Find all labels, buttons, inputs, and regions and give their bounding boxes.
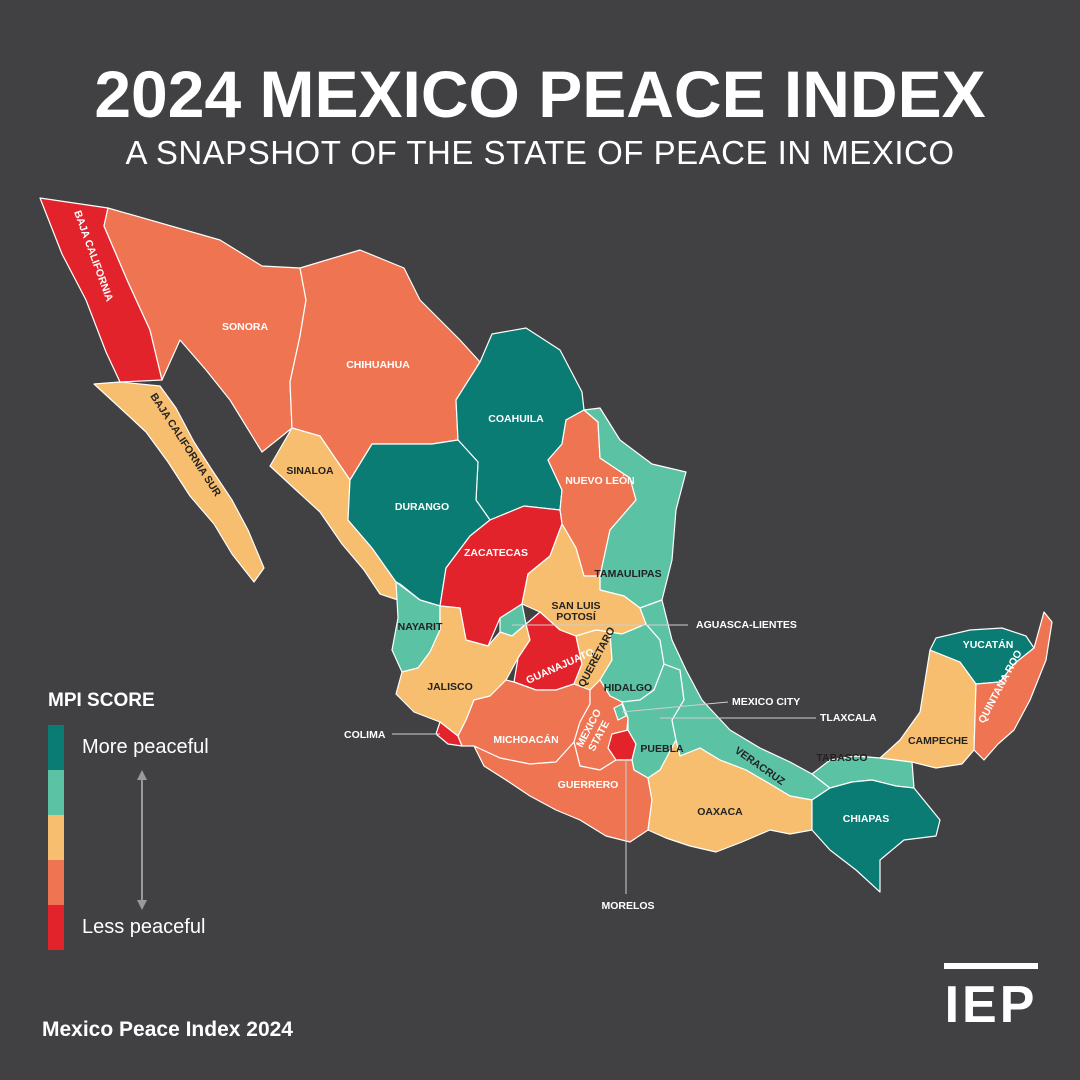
label-durango: DURANGO <box>395 501 449 513</box>
legend-swatch-level-3 <box>48 815 64 860</box>
label-oaxaca: OAXACA <box>697 806 743 818</box>
state-chiapas[interactable] <box>811 779 941 893</box>
label-nayarit: NAYARIT <box>398 621 443 633</box>
label-coahuila: COAHUILA <box>488 413 544 425</box>
label-hidalgo: HIDALGO <box>604 682 652 694</box>
label-chihuahua: CHIHUAHUA <box>346 359 410 371</box>
label-campeche: CAMPECHE <box>908 735 968 747</box>
label-tabasco: TABASCO <box>816 752 867 764</box>
legend-swatch-level-1 <box>48 725 64 770</box>
logo-text: IEP <box>944 976 1038 1034</box>
label-morelos: MORELOS <box>601 900 654 912</box>
legend-title: MPI SCORE <box>48 690 155 711</box>
label-sinaloa: SINALOA <box>286 465 334 477</box>
footer-caption: Mexico Peace Index 2024 <box>42 1018 293 1041</box>
state-campeche[interactable] <box>879 649 977 769</box>
label-yucatan: YUCATÁN <box>963 638 1014 651</box>
label-mexico-city: MEXICO CITY <box>732 696 800 708</box>
label-guerrero: GUERRERO <box>558 779 619 791</box>
legend-less-peaceful-label: Less peaceful <box>82 916 206 938</box>
double-arrow-icon <box>137 770 147 910</box>
label-colima: COLIMA <box>344 729 386 741</box>
state-sonora[interactable] <box>103 207 307 453</box>
state-colima[interactable] <box>435 721 463 747</box>
logo-bar <box>944 963 1038 969</box>
label-puebla: PUEBLA <box>640 743 684 755</box>
legend-swatch-level-2 <box>48 770 64 815</box>
label-jalisco: JALISCO <box>427 681 473 693</box>
label-nuevo-leon: NUEVO LEÓN <box>565 474 634 487</box>
legend-swatch-level-5 <box>48 905 64 950</box>
state-mexico-city[interactable] <box>613 703 627 721</box>
iep-logo: IEP <box>944 963 1038 1039</box>
callout-mexico-city <box>621 701 729 713</box>
label-chiapas: CHIAPAS <box>843 813 889 825</box>
state-baja-california-sur[interactable] <box>93 381 265 583</box>
label-zacatecas: ZACATECAS <box>464 547 528 559</box>
page-title: 2024 MEXICO PEACE INDEX <box>94 57 986 131</box>
label-tamaulipas: TAMAULIPAS <box>594 568 661 580</box>
label-tlaxcala: TLAXCALA <box>820 712 877 724</box>
label-aguascalientes: AGUASCA-LIENTES <box>696 619 797 631</box>
label-michoacan: MICHOACÁN <box>493 733 558 746</box>
label-san-luis-potosi-2: POTOSÍ <box>556 610 597 623</box>
page-subtitle: A SNAPSHOT OF THE STATE OF PEACE IN MEXI… <box>125 134 955 171</box>
label-san-luis-potosi-1: SAN LUIS <box>551 600 600 612</box>
legend-more-peaceful-label: More peaceful <box>82 736 209 758</box>
state-quintana-roo[interactable] <box>973 611 1053 761</box>
label-sonora: SONORA <box>222 321 269 333</box>
legend-swatch-level-4 <box>48 860 64 905</box>
